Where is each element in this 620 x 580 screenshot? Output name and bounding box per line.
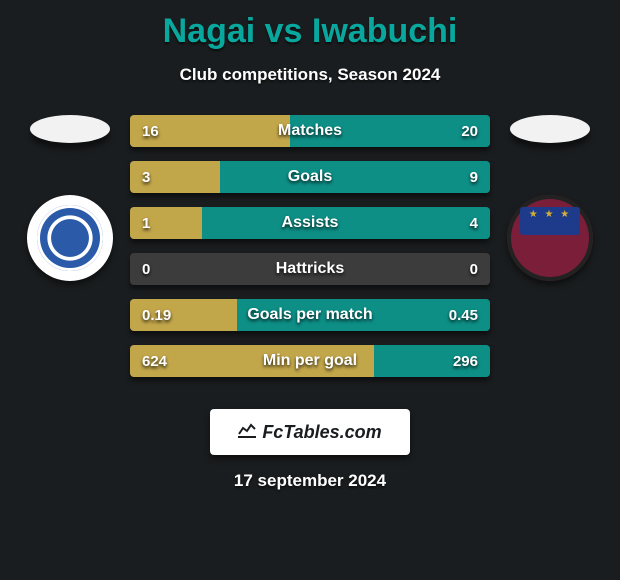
footer-brand-text: FcTables.com bbox=[262, 422, 381, 443]
footer-date: 17 september 2024 bbox=[0, 471, 620, 491]
stat-label: Goals bbox=[130, 161, 490, 193]
stat-row: 624296Min per goal bbox=[130, 345, 490, 377]
stat-label: Assists bbox=[130, 207, 490, 239]
stat-bars: 1620Matches 39Goals 14Assists 00Hattricks 0.… bbox=[130, 115, 490, 391]
stat-row: 0.190.45Goals per match bbox=[130, 299, 490, 331]
stat-label: Min per goal bbox=[130, 345, 490, 377]
left-team-badge bbox=[27, 195, 113, 281]
page-subtitle: Club competitions, Season 2024 bbox=[0, 65, 620, 85]
chart-icon bbox=[238, 422, 256, 443]
stat-label: Hattricks bbox=[130, 253, 490, 285]
stat-row: 39Goals bbox=[130, 161, 490, 193]
right-team-badge bbox=[507, 195, 593, 281]
page-title: Nagai vs Iwabuchi bbox=[0, 0, 620, 51]
footer-brand-box: FcTables.com bbox=[210, 409, 410, 455]
stat-row: 00Hattricks bbox=[130, 253, 490, 285]
stat-row: 1620Matches bbox=[130, 115, 490, 147]
left-player-column bbox=[10, 115, 130, 281]
stat-row: 14Assists bbox=[130, 207, 490, 239]
left-player-flag bbox=[30, 115, 110, 143]
stat-label: Goals per match bbox=[130, 299, 490, 331]
right-team-badge-inner bbox=[507, 195, 593, 281]
right-player-flag bbox=[510, 115, 590, 143]
stat-label: Matches bbox=[130, 115, 490, 147]
right-player-column bbox=[490, 115, 610, 281]
comparison-panel: 1620Matches 39Goals 14Assists 00Hattricks 0.… bbox=[0, 115, 620, 391]
left-team-badge-inner bbox=[37, 205, 103, 271]
